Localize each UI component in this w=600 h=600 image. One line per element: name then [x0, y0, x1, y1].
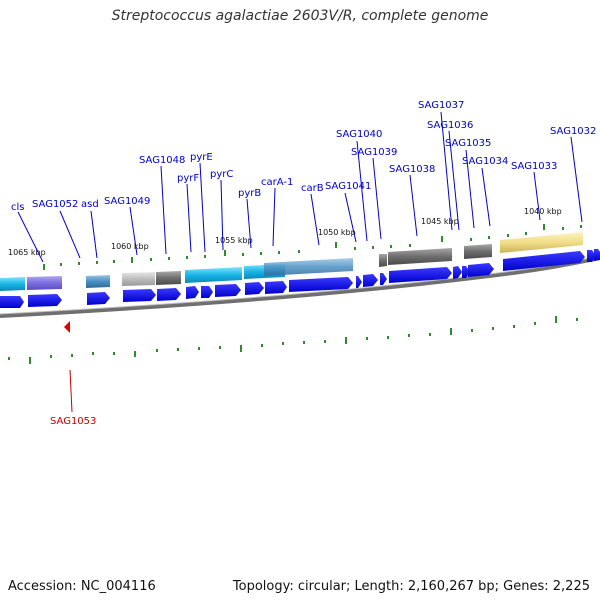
highlight-gene-label[interactable]: SAG1053: [50, 416, 96, 427]
gene-label-sag1040[interactable]: SAG1040: [336, 129, 382, 140]
gene-label-pyrc[interactable]: pyrC: [210, 169, 233, 180]
gene-labels[interactable]: cls SAG1052 asd SAG1049 SAG1048 pyrF pyr…: [11, 100, 596, 213]
scale-label-1055: 1055 kbp: [215, 236, 253, 245]
accession-label: Accession: NC_004116: [8, 579, 156, 594]
highlight-leader-line: [69, 369, 73, 413]
gene-label-sag1048[interactable]: SAG1048: [139, 155, 185, 166]
feature-bar[interactable]: [122, 272, 155, 286]
gene-label-sag1033[interactable]: SAG1033: [511, 161, 557, 172]
cds-arrow[interactable]: [186, 286, 199, 299]
cds-arrow[interactable]: [356, 276, 362, 288]
feature-bar[interactable]: [464, 244, 492, 259]
feature-bar[interactable]: [27, 276, 62, 290]
scale-label-1060: 1060 kbp: [111, 242, 149, 251]
feature-bar[interactable]: [388, 248, 452, 265]
scale-ticks-lower: [8, 316, 578, 364]
gene-label-cara-1[interactable]: carA-1: [261, 177, 293, 188]
genome-backbone: [0, 256, 600, 318]
scale-labels: 1065 kbp 1060 kbp 1055 kbp 1050 kbp 1045…: [8, 207, 562, 257]
cds-arrow[interactable]: [594, 249, 600, 261]
cds-arrow[interactable]: [289, 277, 353, 292]
cds-arrow[interactable]: [380, 273, 387, 285]
scale-label-1050: 1050 kbp: [318, 228, 356, 237]
cds-arrow[interactable]: [201, 286, 213, 298]
cds-arrows[interactable]: [0, 249, 600, 308]
gene-label-sag1038[interactable]: SAG1038: [389, 164, 435, 175]
cds-arrow[interactable]: [587, 250, 596, 262]
gene-label-sag1049[interactable]: SAG1049: [104, 196, 150, 207]
cds-arrow[interactable]: [245, 282, 264, 295]
scale-label-1045: 1045 kbp: [421, 217, 459, 226]
gene-label-sag1034[interactable]: SAG1034: [462, 156, 508, 167]
gene-label-carb[interactable]: carB: [301, 183, 324, 194]
map-title: Streptococcus agalactiae 2603V/R, comple…: [111, 8, 489, 24]
genome-summary: Topology: circular; Length: 2,160,267 bp…: [232, 579, 590, 594]
gene-label-sag1036[interactable]: SAG1036: [427, 120, 473, 131]
gene-label-sag1032[interactable]: SAG1032: [550, 126, 596, 137]
cds-arrow[interactable]: [123, 289, 156, 302]
cds-arrow[interactable]: [453, 266, 462, 279]
scale-label-1040: 1040 kbp: [524, 207, 562, 216]
cds-arrow[interactable]: [503, 251, 585, 271]
feature-bar[interactable]: [379, 254, 387, 267]
scale-label-1065: 1065 kbp: [8, 248, 46, 257]
feature-bar[interactable]: [185, 267, 242, 283]
feature-bar[interactable]: [0, 277, 25, 291]
feature-bar[interactable]: [86, 275, 110, 288]
gene-label-sag1052[interactable]: SAG1052: [32, 199, 78, 210]
feature-bar[interactable]: [264, 258, 353, 276]
cds-arrow[interactable]: [468, 263, 494, 277]
gene-label-pyre[interactable]: pyrE: [190, 152, 213, 163]
cds-arrow[interactable]: [363, 274, 378, 287]
cds-arrow[interactable]: [157, 288, 181, 301]
cds-arrow[interactable]: [265, 281, 287, 294]
scale-ticks-upper: [43, 224, 582, 270]
feature-bar[interactable]: [156, 271, 181, 285]
gene-label-sag1037[interactable]: SAG1037: [418, 100, 464, 111]
cds-arrow[interactable]: [215, 284, 241, 297]
label-leader-lines: [17, 111, 583, 263]
feature-bars[interactable]: [0, 232, 583, 291]
gene-label-sag1035[interactable]: SAG1035: [445, 138, 491, 149]
cds-arrow[interactable]: [28, 294, 62, 307]
gene-label-pyrb[interactable]: pyrB: [238, 188, 261, 199]
cds-arrow[interactable]: [0, 296, 24, 308]
gene-label-pyrf[interactable]: pyrF: [177, 173, 199, 184]
gene-label-sag1041[interactable]: SAG1041: [325, 181, 371, 192]
gene-label-cls[interactable]: cls: [11, 202, 25, 213]
feature-bar[interactable]: [500, 232, 583, 253]
gene-label-sag1039[interactable]: SAG1039: [351, 147, 397, 158]
highlight-marker-triangle[interactable]: [64, 321, 70, 333]
cds-arrow[interactable]: [87, 292, 110, 305]
gene-label-asd[interactable]: asd: [81, 199, 99, 210]
cds-arrow[interactable]: [389, 267, 452, 283]
